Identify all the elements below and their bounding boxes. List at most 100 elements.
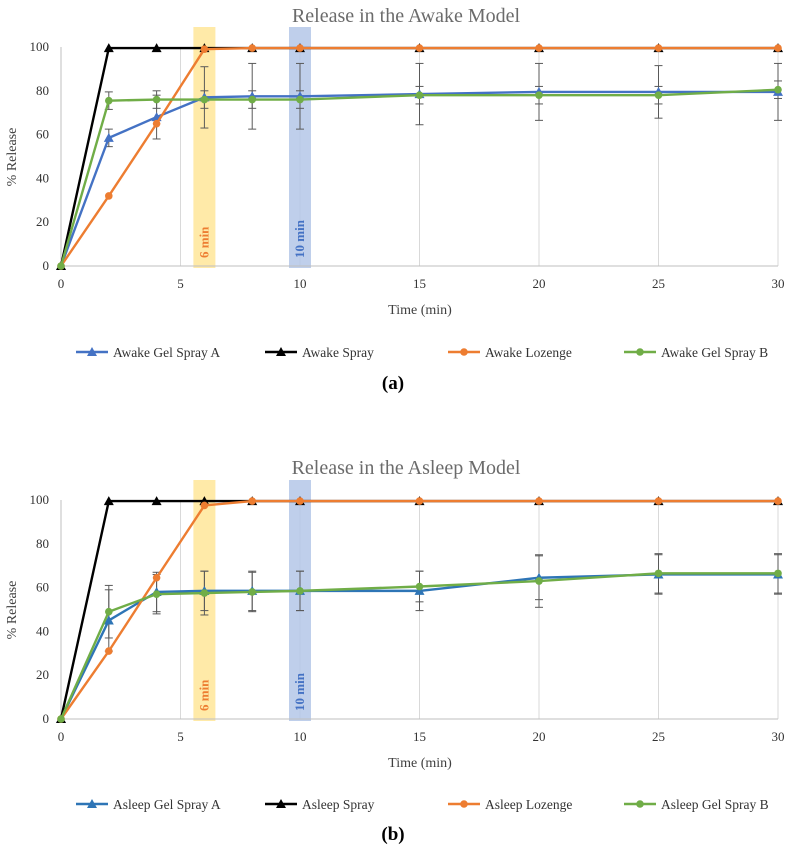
data-point [535, 577, 543, 585]
y-tick-label: 0 [43, 258, 50, 273]
data-point [200, 589, 209, 597]
highlight-label: 6 min [196, 226, 211, 258]
legend: Awake Gel Spray A Awake Spray Awake Lozeng… [76, 345, 768, 360]
data-point [296, 587, 304, 595]
x-tick-label: 20 [533, 729, 546, 744]
x-axis-label: Time (min) [388, 756, 452, 771]
data-point [103, 43, 114, 53]
y-tick-label: 40 [36, 170, 49, 185]
y-tick-label: 80 [36, 83, 49, 98]
y-tick-label: 100 [30, 39, 50, 54]
data-point [535, 44, 543, 52]
data-point [248, 95, 256, 104]
legend-swatch-marker [87, 347, 97, 356]
data-point [248, 588, 256, 596]
y-tick-label: 60 [36, 127, 49, 142]
y-axis-label: % Release [5, 128, 20, 187]
panel-label: (b) [381, 824, 404, 845]
x-tick-label: 25 [652, 729, 665, 744]
highlight-label: 10 min [292, 219, 307, 258]
data-point [151, 496, 162, 506]
data-point [152, 590, 161, 598]
data-point [200, 45, 209, 53]
legend-swatch-marker [87, 799, 97, 808]
legend-label: Awake Spray [302, 345, 374, 360]
legend-swatch-marker [460, 348, 468, 356]
x-tick-label: 10 [294, 729, 307, 744]
legend: Asleep Gel Spray A Asleep Spray Asleep Loz… [76, 797, 769, 812]
y-axis-label: % Release [5, 581, 20, 640]
data-point [415, 497, 424, 505]
data-point [296, 95, 304, 104]
data-point [654, 569, 663, 578]
x-tick-label: 10 [294, 276, 307, 291]
data-point [103, 132, 114, 142]
data-point [296, 44, 304, 52]
legend-label: Awake Lozenge [485, 345, 572, 360]
legend-label: Asleep Gel Spray A [113, 797, 221, 812]
data-point [152, 119, 161, 128]
y-tick-label: 60 [36, 580, 49, 595]
data-point [415, 44, 424, 52]
legend-swatch-marker [276, 799, 286, 808]
data-point [151, 43, 162, 53]
legend-swatch-marker [276, 347, 286, 356]
data-point [774, 85, 782, 94]
x-tick-label: 0 [58, 276, 65, 291]
legend-label: Awake Gel Spray A [113, 345, 220, 360]
data-point [535, 497, 543, 505]
data-point [57, 715, 65, 723]
data-point [248, 44, 256, 52]
series-line [60, 46, 778, 267]
y-tick-label: 20 [36, 667, 49, 682]
chart-title: Release in the Asleep Model [292, 457, 521, 479]
data-point [654, 44, 663, 52]
series-line [60, 499, 778, 720]
x-tick-label: 15 [413, 729, 426, 744]
y-tick-label: 100 [30, 492, 50, 507]
highlight-6-min [193, 27, 216, 268]
x-tick-label: 0 [58, 729, 65, 744]
x-tick-label: 5 [177, 729, 184, 744]
series-line [59, 572, 778, 720]
data-point [57, 262, 65, 270]
data-point [103, 615, 114, 625]
chart-awake: Release in the Awake Model 6 min 10 min 0 2… [5, 5, 785, 394]
highlight-label: 6 min [196, 679, 211, 711]
y-tick-label: 40 [36, 623, 49, 638]
y-tick-label: 20 [36, 214, 49, 229]
chart-title: Release in the Awake Model [292, 5, 521, 27]
data-point [103, 496, 114, 506]
legend-swatch-marker [636, 800, 644, 808]
chart-asleep: Release in the Asleep Model 6 min 10 min 0… [5, 457, 785, 845]
legend-swatch-marker [636, 348, 644, 356]
data-point [105, 607, 113, 616]
data-point [200, 95, 209, 104]
x-tick-label: 30 [772, 729, 785, 744]
x-tick-label: 30 [772, 276, 785, 291]
x-axis-label: Time (min) [388, 303, 452, 318]
legend-label: Awake Gel Spray B [661, 345, 768, 360]
series-line [59, 90, 778, 267]
data-point [654, 497, 663, 505]
x-tick-label: 15 [413, 276, 426, 291]
plot-area: 6 min 10 min 0 20 40 60 80 100 0 5 10 15 20 25 30 [30, 480, 785, 744]
x-tick-label: 20 [533, 276, 546, 291]
y-tick-label: 80 [36, 536, 49, 551]
data-point [415, 582, 424, 591]
highlight-10-min [289, 27, 311, 268]
data-point [105, 192, 113, 200]
data-point [296, 497, 304, 505]
legend-label: Asleep Spray [302, 797, 375, 812]
highlight-label: 10 min [292, 672, 307, 711]
data-point [774, 569, 782, 578]
data-point [535, 91, 543, 99]
legend-label: Asleep Gel Spray B [661, 797, 769, 812]
data-point [105, 647, 113, 655]
panel-label: (a) [382, 373, 404, 394]
data-point [152, 95, 161, 104]
data-point [415, 91, 424, 99]
plot-area: 6 min 10 min 0 20 40 60 80 100 0 5 10 15 20 25 30 [30, 27, 785, 291]
data-point [248, 497, 256, 505]
